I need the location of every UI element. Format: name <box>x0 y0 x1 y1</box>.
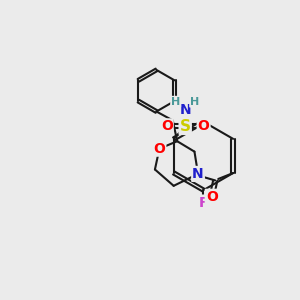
Text: N: N <box>179 103 191 117</box>
Text: H: H <box>190 97 199 107</box>
Text: F: F <box>199 196 208 210</box>
Text: O: O <box>206 190 218 204</box>
Text: O: O <box>154 142 165 156</box>
Text: S: S <box>180 119 191 134</box>
Text: O: O <box>198 119 210 134</box>
Text: N: N <box>192 167 204 181</box>
Text: O: O <box>161 119 173 134</box>
Text: H: H <box>171 97 180 107</box>
